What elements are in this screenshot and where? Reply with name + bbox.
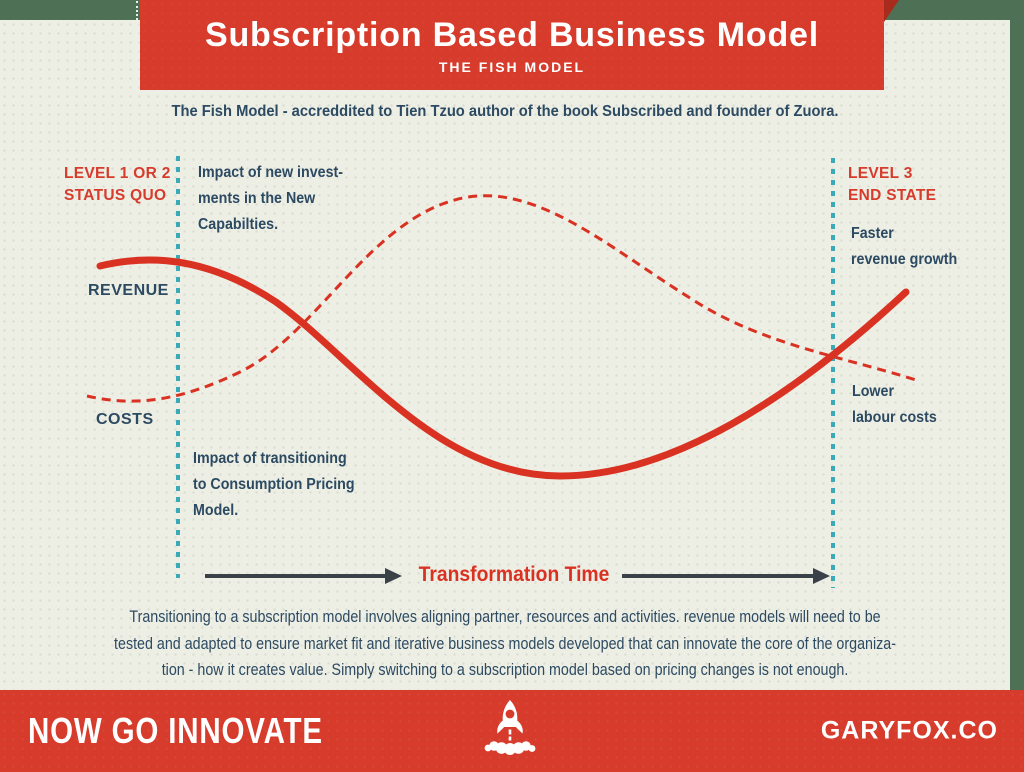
status-quo-line2: STATUS QUO — [64, 187, 167, 204]
end-state-line1: LEVEL 3 — [848, 165, 913, 182]
footer-bar: NOW GO INNOVATE GARYFOX.CO — [0, 690, 1024, 772]
new-investments-line2: ments in the New — [198, 190, 316, 207]
status-quo-line1: LEVEL 1 OR 2 — [64, 165, 171, 182]
transitioning-note: Impact of transitioning to Consumption P… — [193, 446, 355, 524]
status-quo-label: LEVEL 1 OR 2 STATUS QUO — [64, 163, 171, 207]
lower-costs-line1: Lower — [852, 383, 895, 400]
summary-line2: tested and adapted to ensure market fit … — [114, 633, 896, 653]
lower-costs-line2: labour costs — [852, 409, 937, 426]
rocket-icon — [484, 700, 536, 755]
summary-line3: tion - how it creates value. Simply swit… — [161, 660, 849, 679]
faster-growth-line2: revenue growth — [851, 251, 958, 268]
footer-slogan: NOW GO INNOVATE — [28, 710, 323, 751]
end-state-label: LEVEL 3 END STATE — [848, 163, 936, 207]
costs-label: COSTS — [96, 411, 154, 428]
summary-line1: Transitioning to a subscription model in… — [129, 607, 881, 626]
end-state-line2: END STATE — [848, 187, 937, 204]
transitioning-line1: Impact of transitioning — [193, 450, 347, 467]
revenue-label: REVENUE — [88, 282, 169, 299]
new-investments-note: Impact of new invest- ments in the New C… — [198, 160, 343, 238]
ribbon-perforation — [136, 1, 138, 20]
ribbon-fold — [884, 0, 899, 22]
title-banner: Subscription Based Business Model THE FI… — [140, 0, 884, 90]
faster-growth-note: Faster revenue growth — [851, 221, 957, 273]
footer-website: GARYFOX.CO — [820, 716, 998, 745]
faster-growth-line1: Faster — [851, 225, 894, 242]
transformation-time-label: Transformation Time — [418, 563, 610, 586]
page-title: Subscription Based Business Model — [205, 15, 819, 54]
summary-paragraph: Transitioning to a subscription model in… — [81, 604, 929, 684]
new-investments-line1: Impact of new invest- — [198, 164, 344, 181]
attribution-text: The Fish Model - accreddited to Tien Tzu… — [171, 103, 839, 120]
transitioning-line2: to Consumption Pricing — [193, 476, 355, 493]
lower-costs-note: Lower labour costs — [852, 379, 937, 431]
transitioning-line3: Model. — [193, 502, 239, 519]
page-subtitle: THE FISH MODEL — [438, 58, 586, 75]
new-investments-line3: Capabilties. — [198, 216, 279, 233]
